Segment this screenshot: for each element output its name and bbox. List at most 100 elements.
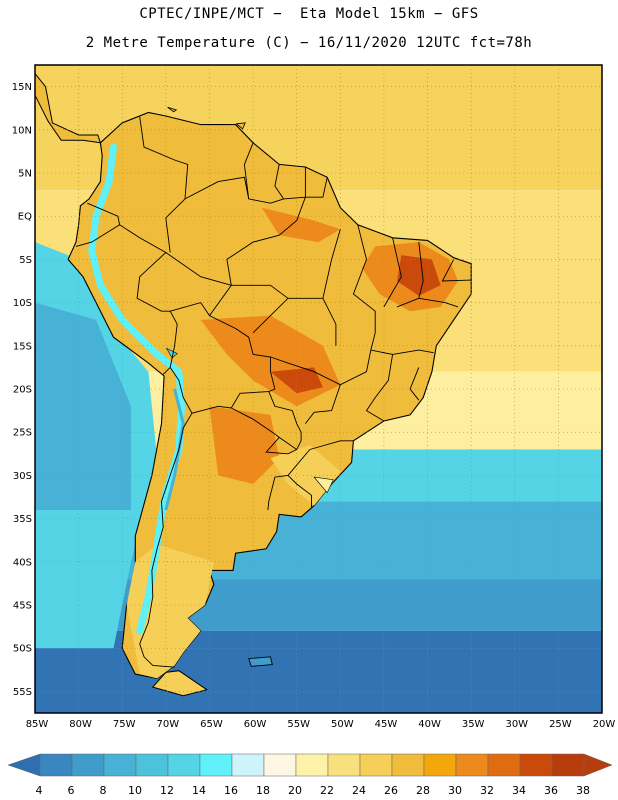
border-line bbox=[267, 449, 311, 511]
border-line bbox=[226, 197, 306, 286]
latitude-label: 20S bbox=[13, 385, 32, 396]
colorbar-label: 24 bbox=[352, 784, 366, 797]
ocean-band bbox=[35, 630, 602, 713]
colorbar-label: 38 bbox=[576, 784, 590, 797]
colorbar-label: 14 bbox=[192, 784, 206, 797]
colorbar-swatch bbox=[391, 753, 425, 777]
border-line bbox=[383, 237, 402, 308]
longitude-label: 80W bbox=[69, 719, 92, 730]
latitude-label: 5N bbox=[18, 169, 32, 180]
uruguay-southbrazil-mild bbox=[270, 445, 341, 506]
colorbar-swatch bbox=[423, 753, 457, 777]
border-line bbox=[409, 367, 420, 401]
border-line bbox=[170, 302, 276, 393]
border-line bbox=[287, 475, 312, 508]
title-line-2: 2 Metre Temperature (C) − 16/11/2020 12U… bbox=[85, 35, 533, 51]
latitude-label: 35S bbox=[13, 514, 32, 525]
title-line-1: CPTEC/INPE/MCT − Eta Model 15km − GFS bbox=[139, 6, 479, 22]
border-line bbox=[139, 116, 189, 253]
border-line bbox=[418, 297, 459, 308]
latitude-label: 5S bbox=[19, 255, 32, 266]
border-line bbox=[322, 229, 341, 299]
border-line bbox=[396, 242, 424, 308]
longitude-label: 50W bbox=[331, 719, 354, 730]
colorbar-swatch bbox=[519, 753, 553, 777]
colorbar-label: 32 bbox=[480, 784, 494, 797]
border-line bbox=[139, 412, 193, 668]
border-line bbox=[274, 164, 306, 200]
border-line bbox=[365, 354, 394, 422]
longitude-label: 75W bbox=[113, 719, 136, 730]
lat-lon-grid bbox=[35, 65, 602, 713]
colorbar-label: 26 bbox=[384, 784, 398, 797]
border-line bbox=[184, 176, 284, 204]
colorbar-swatch bbox=[455, 753, 489, 777]
colorbar-swatch bbox=[135, 753, 169, 777]
longitude-label: 45W bbox=[375, 719, 398, 730]
longitude-label: 25W bbox=[549, 719, 572, 730]
latitude-label: 10N bbox=[12, 125, 32, 136]
andes-cold-strip bbox=[88, 143, 185, 635]
colorbar-swatch bbox=[263, 753, 297, 777]
colorbar-swatch bbox=[167, 753, 201, 777]
border-line bbox=[270, 350, 372, 386]
border-line bbox=[243, 142, 254, 199]
colorbar-label: 30 bbox=[448, 784, 462, 797]
latitude-label: 15N bbox=[12, 82, 32, 93]
very-hot-zone-northeast bbox=[397, 255, 441, 296]
border-line bbox=[309, 440, 354, 450]
map-frame bbox=[34, 64, 603, 714]
colorbar-swatch bbox=[39, 753, 73, 777]
longitude-label: 30W bbox=[505, 719, 528, 730]
latitude-label: 30S bbox=[13, 471, 32, 482]
central-america bbox=[35, 72, 102, 144]
pacific-cold-water bbox=[35, 302, 131, 510]
country-borders bbox=[75, 116, 472, 668]
colorbar-label: 4 bbox=[36, 784, 43, 797]
latitude-labels: 15N 10N 5N EQ 5S 10S 15S 20S 25S 30S 35S 40S 45S 50S 5… bbox=[12, 82, 32, 698]
colorbar-swatch bbox=[359, 753, 393, 777]
colorbar-label: 6 bbox=[68, 784, 75, 797]
longitude-label: 85W bbox=[26, 719, 49, 730]
border-line bbox=[209, 284, 289, 316]
lake-titicaca bbox=[165, 347, 178, 359]
colorbar-swatch bbox=[295, 753, 329, 777]
border-line bbox=[304, 167, 328, 198]
lagoa-dos-patos bbox=[313, 476, 334, 494]
colorbar-label: 28 bbox=[416, 784, 430, 797]
longitude-label: 70W bbox=[157, 719, 180, 730]
longitude-label: 60W bbox=[244, 719, 267, 730]
colorbar-arrow-low bbox=[7, 753, 41, 777]
colorbar-swatch bbox=[551, 753, 585, 777]
island bbox=[235, 122, 246, 130]
latitude-label: 15S bbox=[13, 341, 32, 352]
colorbar-swatch bbox=[487, 753, 521, 777]
hot-zone-chaco bbox=[209, 406, 280, 484]
colorbar-label: 22 bbox=[320, 784, 334, 797]
latitude-label: 55S bbox=[13, 687, 32, 698]
border-line bbox=[169, 367, 269, 414]
border-line bbox=[352, 224, 376, 351]
longitude-label: 20W bbox=[593, 719, 616, 730]
colorbar-label: 18 bbox=[256, 784, 270, 797]
tierra-del-fuego bbox=[151, 670, 208, 697]
longitude-label: 55W bbox=[287, 719, 310, 730]
colorbar-label: 34 bbox=[512, 784, 526, 797]
island bbox=[167, 106, 178, 113]
longitude-labels: 85W 80W 75W 70W 65W 60W 55W 50W 45W 40W 35W 30W 25W 2… bbox=[26, 719, 616, 730]
latitude-label: 25S bbox=[13, 428, 32, 439]
colorbar-label: 16 bbox=[224, 784, 238, 797]
latitude-label: 10S bbox=[13, 298, 32, 309]
border-line bbox=[441, 259, 472, 282]
south-america-landmass bbox=[67, 111, 472, 679]
colorbar-swatch bbox=[103, 753, 137, 777]
map-field bbox=[35, 65, 602, 713]
longitude-label: 35W bbox=[462, 719, 485, 730]
colorbar-label: 36 bbox=[544, 784, 558, 797]
latitude-label: 40S bbox=[13, 557, 32, 568]
latitude-label: EQ bbox=[18, 212, 32, 223]
colorbar-swatch bbox=[327, 753, 361, 777]
border-line bbox=[370, 349, 434, 355]
colorbar-label: 20 bbox=[288, 784, 302, 797]
